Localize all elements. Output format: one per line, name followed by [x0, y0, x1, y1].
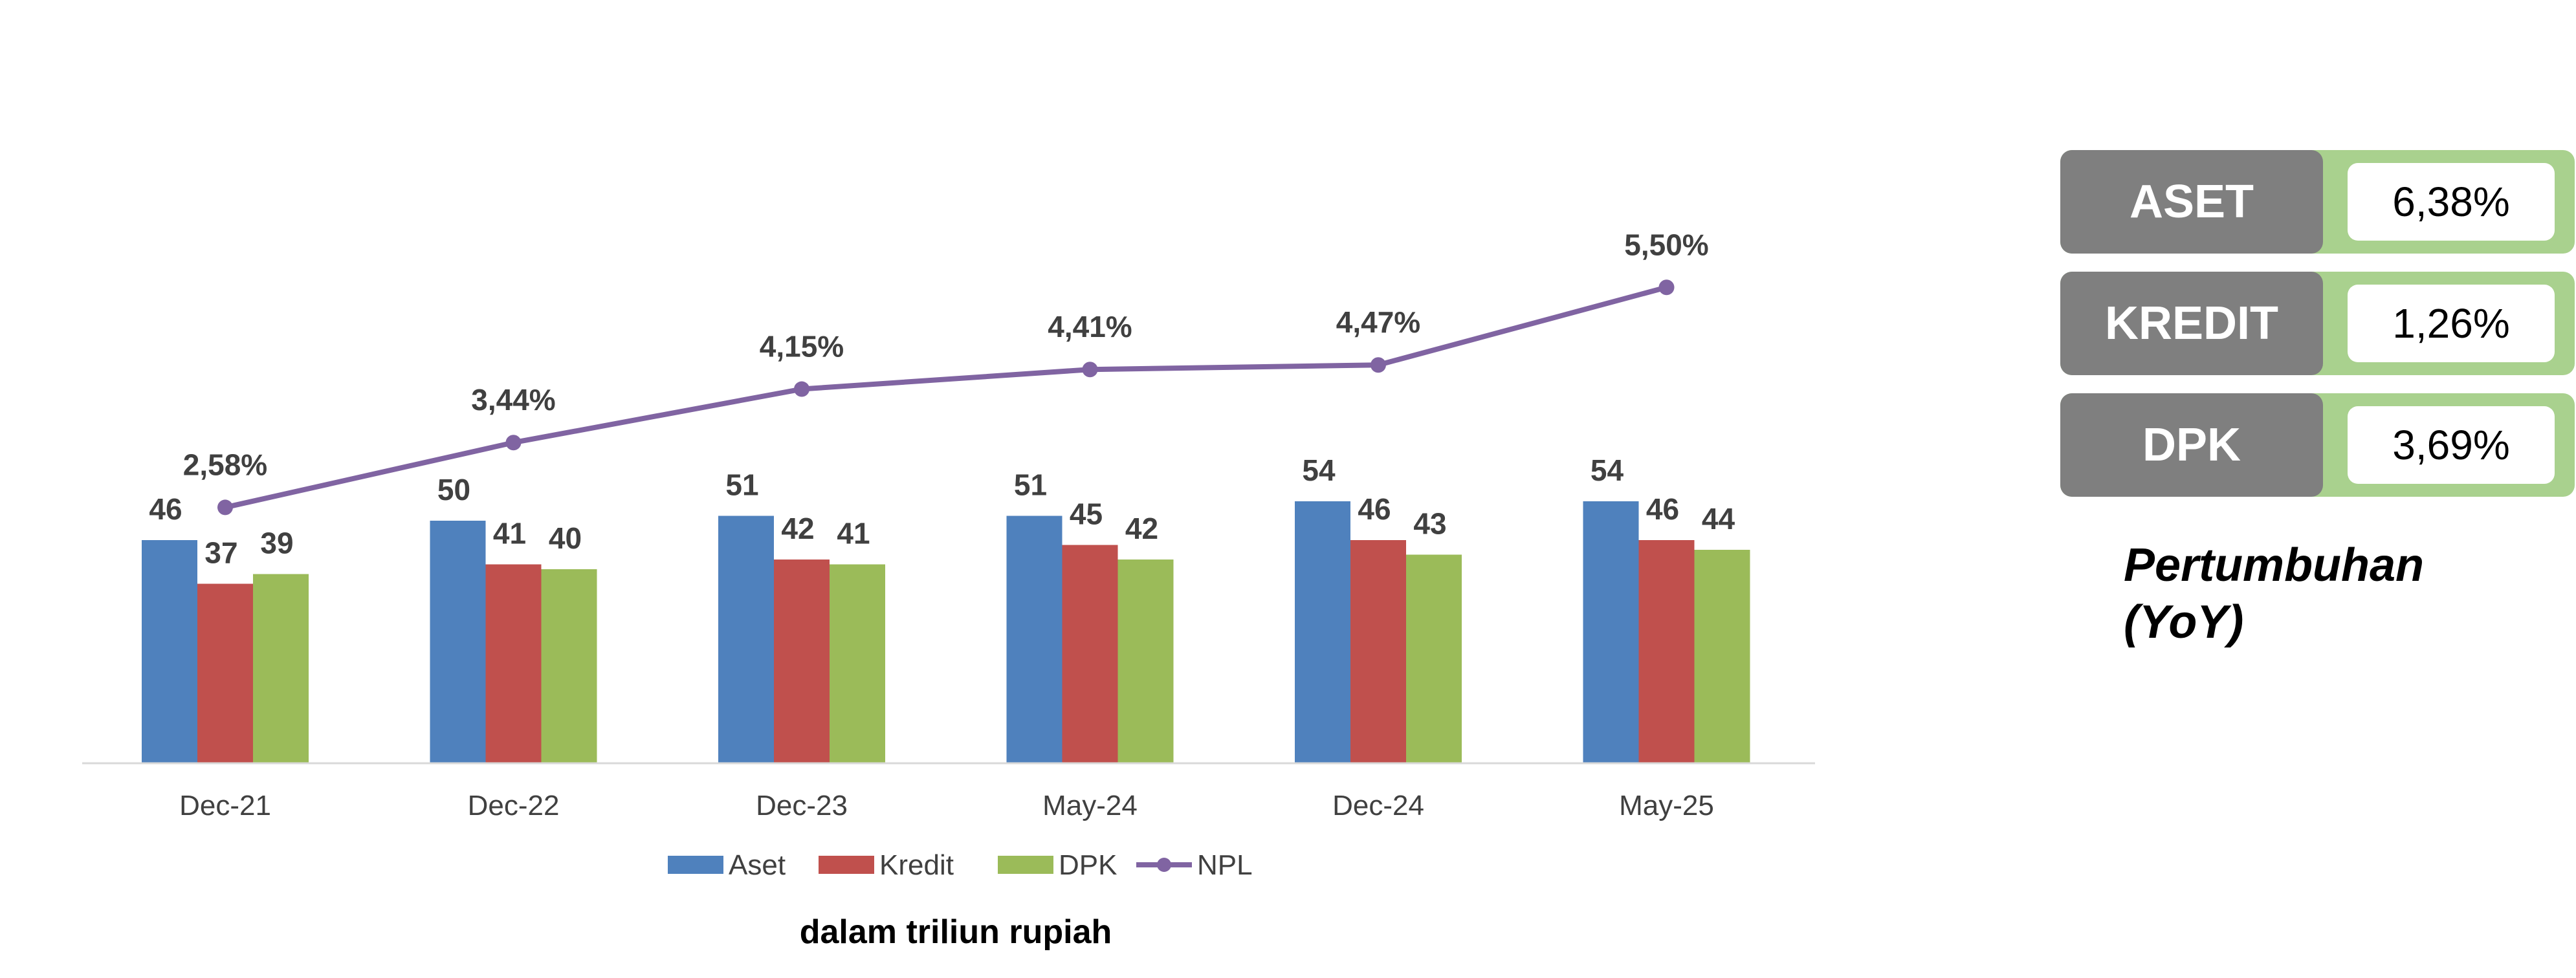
bar-data-label: 37: [204, 536, 237, 570]
npl-point: [1371, 357, 1386, 373]
bar-data-label: 41: [493, 517, 526, 550]
growth-value: 1,26%: [2348, 285, 2555, 362]
legend-swatch: [668, 856, 723, 874]
bar-data-label: 45: [1070, 497, 1103, 531]
bar-dpk: [830, 564, 885, 763]
npl-point: [1082, 362, 1098, 378]
npl-point: [217, 499, 233, 516]
legend-label: DPK: [1059, 849, 1117, 881]
bar-kredit: [1638, 540, 1695, 763]
bar-dpk: [1694, 550, 1750, 763]
bar-data-label: 42: [1125, 512, 1158, 545]
bar-kredit: [774, 560, 830, 763]
bar-data-label: 51: [725, 468, 758, 502]
npl-line-series: 2,58% 3,44% 4,15% 4,41% 4,47% 5,50%: [183, 228, 1709, 516]
bar-data-label: 46: [1358, 492, 1391, 526]
x-tick-label: May-24: [1042, 790, 1138, 821]
bar-aset: [430, 521, 486, 763]
x-tick-label: Dec-24: [1332, 790, 1424, 821]
x-axis-tick-labels: Dec-21 Dec-22 Dec-23 May-24 Dec-24 May-25: [179, 790, 1714, 821]
npl-line: [225, 285, 1668, 510]
growth-title: Pertumbuhan (YoY): [2124, 537, 2460, 651]
npl-point: [794, 381, 809, 397]
bar-data-label: 42: [781, 512, 814, 545]
legend-item-kredit: Kredit: [819, 849, 954, 881]
legend-swatch: [819, 856, 874, 874]
bar-kredit: [1350, 540, 1406, 763]
chart-caption: dalam triliun rupiah: [800, 913, 1112, 951]
growth-row-dpk: DPK 3,69%: [2060, 393, 2575, 497]
bar-aset: [142, 540, 197, 763]
bar-data-label: 51: [1014, 468, 1047, 502]
growth-row-aset: ASET 6,38%: [2060, 150, 2575, 254]
bar-aset: [718, 516, 774, 763]
bar-kredit: [485, 564, 542, 763]
bar-kredit: [1062, 545, 1118, 763]
growth-title-line1: Pertumbuhan: [2124, 539, 2425, 591]
bar-aset: [1295, 501, 1350, 763]
bar-data-label: 46: [149, 492, 182, 526]
growth-row-kredit: KREDIT 1,26%: [2060, 272, 2575, 375]
growth-label: DPK: [2060, 393, 2323, 497]
bar-data-label: 54: [1302, 453, 1336, 487]
bar-aset: [1006, 516, 1062, 763]
x-tick-label: Dec-23: [756, 790, 848, 821]
npl-data-label: 2,58%: [183, 448, 267, 481]
bar-line-chart: 46 37 39 50 41 40 51 42 41 51 45 42 54 46 43 54 46 44 Dec…: [82, 228, 1815, 951]
bar-data-label: 39: [260, 527, 293, 560]
npl-point: [505, 435, 522, 451]
growth-title-line2: (YoY): [2124, 596, 2244, 648]
legend-swatch-marker: [1157, 858, 1171, 872]
growth-label: KREDIT: [2060, 272, 2323, 375]
legend-label: NPL: [1197, 849, 1253, 881]
growth-value: 3,69%: [2348, 406, 2555, 484]
bar-data-label: 44: [1702, 502, 1735, 536]
bar-kredit: [197, 583, 253, 763]
legend-item-npl: NPL: [1136, 849, 1253, 881]
npl-data-label: 4,15%: [760, 330, 844, 364]
bar-data-label: 41: [837, 517, 870, 550]
npl-data-label: 5,50%: [1624, 228, 1708, 261]
bar-data-label: 40: [549, 521, 582, 555]
npl-point: [1658, 279, 1675, 296]
bar-dpk: [541, 569, 597, 763]
x-tick-label: May-25: [1619, 790, 1714, 821]
bar-data-label: 54: [1591, 453, 1624, 487]
bar-aset: [1583, 501, 1639, 763]
legend-swatch: [998, 856, 1053, 874]
legend-label: Kredit: [879, 849, 954, 881]
x-tick-label: Dec-22: [468, 790, 560, 821]
bar-series-group: [142, 501, 1750, 763]
legend-item-dpk: DPK: [998, 849, 1117, 881]
bar-data-label: 46: [1646, 492, 1679, 526]
x-tick-label: Dec-21: [179, 790, 271, 821]
chart-legend: Aset Kredit DPK NPL: [668, 849, 1253, 881]
legend-item-aset: Aset: [668, 849, 786, 881]
bar-dpk: [1406, 554, 1462, 763]
bar-data-labels: 46 37 39 50 41 40 51 42 41 51 45 42 54 46 43 54 46 44: [149, 453, 1735, 570]
bar-dpk: [253, 574, 309, 763]
legend-label: Aset: [729, 849, 786, 881]
npl-data-label: 3,44%: [471, 383, 555, 417]
bar-data-label: 50: [437, 473, 470, 506]
bar-dpk: [1117, 560, 1174, 763]
npl-data-label: 4,47%: [1336, 305, 1420, 339]
growth-value: 6,38%: [2348, 163, 2555, 241]
growth-label: ASET: [2060, 150, 2323, 254]
bar-data-label: 43: [1413, 507, 1446, 541]
npl-data-label: 4,41%: [1048, 310, 1132, 343]
